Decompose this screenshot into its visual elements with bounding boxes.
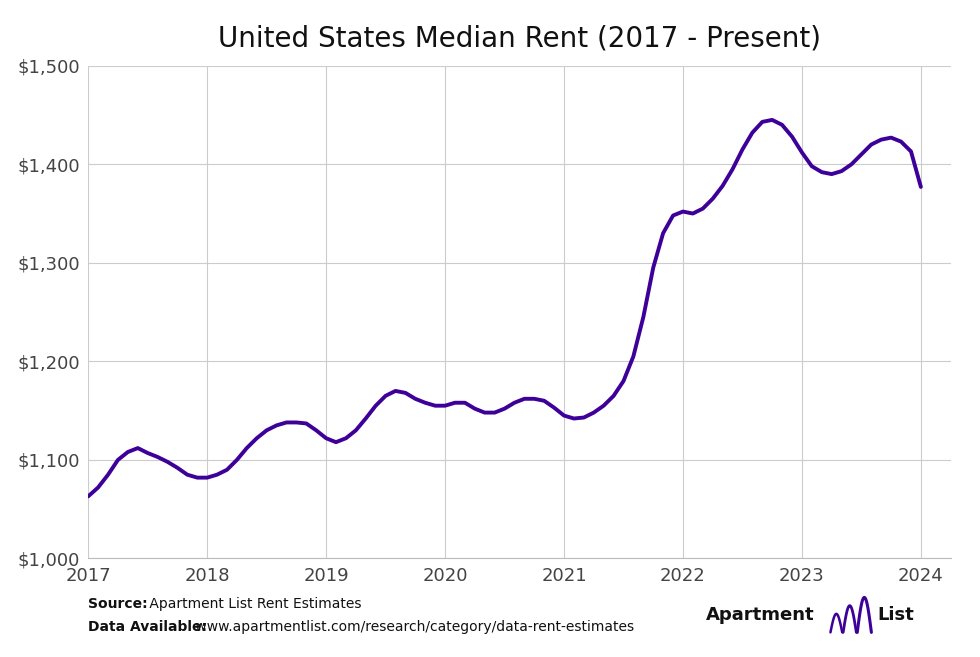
Text: Source:: Source: bbox=[88, 597, 148, 611]
Title: United States Median Rent (2017 - Present): United States Median Rent (2017 - Presen… bbox=[218, 24, 821, 53]
Text: www.apartmentlist.com/research/category/data-rent-estimates: www.apartmentlist.com/research/category/… bbox=[191, 620, 634, 634]
Text: List: List bbox=[877, 606, 913, 623]
Text: Apartment List Rent Estimates: Apartment List Rent Estimates bbox=[145, 597, 362, 611]
Text: Data Available:: Data Available: bbox=[88, 620, 207, 634]
Text: Apartment: Apartment bbox=[706, 606, 814, 623]
